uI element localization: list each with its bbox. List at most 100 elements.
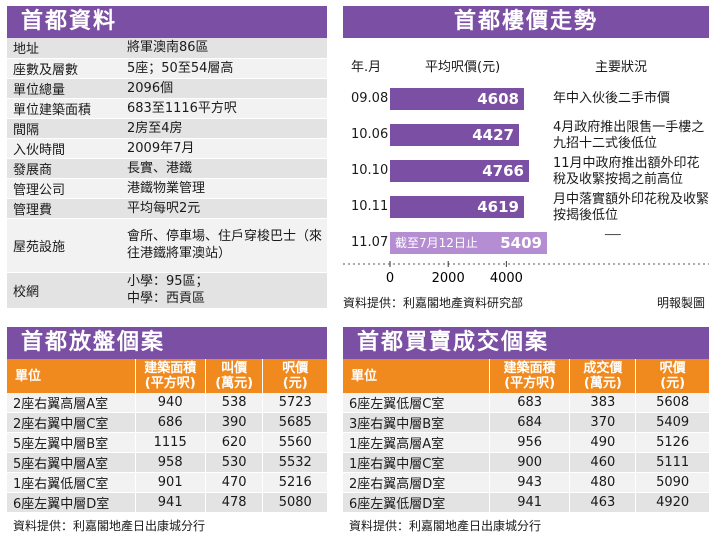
number-cell: 5090 [635,472,709,493]
info-key: 管理公司 [7,178,121,199]
info-value: 683至1116平方呎 [121,98,327,119]
number-cell: 5080 [262,492,327,513]
unit-cell: 6座左翼低層D室 [343,492,490,513]
info-key: 單位建築面積 [7,98,121,119]
price-value-label: 4608 [477,90,519,108]
col-note-header: 主要狀況 [595,60,648,75]
deal_panel-header-row: 單位 建築面積 (平方呎) 成交價 (萬元) 呎價 (元) [343,359,709,393]
info-key: 校網 [7,272,121,309]
info-value: 5座；50至54層高 [121,58,327,79]
listing_panel-header-row: 單位 建築面積 (平方呎) 叫價 (萬元) 呎價 (元) [7,359,327,393]
price-note: 11月中政府推出額外印花稅及收緊按揭之前高位 [553,156,700,187]
number-cell: 490 [569,432,637,453]
number-cell: 943 [489,472,571,493]
number-cell: 5723 [262,393,327,413]
info-row: 單位總量 2096個 [7,78,327,99]
price-note: 4月政府推出限售一手樓之九招十二式後低位 [553,120,705,151]
deal_panel-col-header: 成交價 (萬元) [569,359,637,393]
number-cell: 940 [135,393,206,413]
info-value: 會所、停車場、住戶穿梭巴士（來往港鐵將軍澳站） [121,218,327,273]
info-value: 2096個 [121,78,327,99]
number-cell: 538 [205,393,264,413]
price-row: 10.10 4766 11月中政府推出額外印花稅及收緊按揭之前高位 [343,156,709,187]
number-cell: 684 [489,412,571,433]
number-cell: 5126 [635,432,709,453]
unit-cell: 1座右翼低層C室 [7,472,136,493]
price-value-label: 4619 [477,198,519,216]
number-cell: 900 [489,452,571,473]
info-panel: 首都資料 地址 將軍澳南86區 座數及層數 5座；50至54層高 單位總量 2096個 單位… [7,6,327,309]
axis-tick-label: 2000 [432,271,465,286]
table-row: 2座右翼高層D室 943 480 5090 [343,472,709,493]
listing-panel: 首都放盤個案 單位 建築面積 (平方呎) 叫價 (萬元) 呎價 (元) 2座右翼高層A室… [7,327,327,534]
number-cell: 956 [489,432,571,453]
unit-cell: 2座右翼中層C室 [7,412,136,433]
number-cell: 941 [135,492,206,513]
info-key: 間隔 [7,118,121,139]
price-row: 10.06 4427 4月政府推出限售一手樓之九招十二式後低位 [343,120,709,151]
number-cell: 5685 [262,412,327,433]
info-row: 間隔 2房至4房 [7,118,327,139]
info-row: 屋苑設施 會所、停車場、住戶穿梭巴士（來往港鐵將軍澳站） [7,218,327,273]
info-value: 港鐵物業管理 [121,178,327,199]
table-row: 3座右翼中層B室 684 370 5409 [343,412,709,433]
info-value: 2房至4房 [121,118,327,139]
listing-table: 單位 建築面積 (平方呎) 叫價 (萬元) 呎價 (元) 2座右翼高層A室 940 538 5… [7,359,327,513]
unit-cell: 1座右翼中層C室 [343,452,490,473]
number-cell: 1115 [135,432,206,453]
number-cell: 5216 [262,472,327,493]
deal-table: 單位 建築面積 (平方呎) 成交價 (萬元) 呎價 (元) 6座左翼低層C室 683 383… [343,359,709,513]
info-row: 管理公司 港鐵物業管理 [7,178,327,199]
info-row: 座數及層數 5座；50至54層高 [7,58,327,79]
info-key: 發展商 [7,158,121,179]
axis-tick-label: 4000 [490,271,523,286]
unit-cell: 5座右翼中層A室 [7,452,136,473]
info-value: 平均每呎2元 [121,198,327,219]
info-key: 管理費 [7,198,121,219]
table-row: 1座右翼中層C室 900 460 5111 [343,452,709,473]
x-axis: 0 2000 4000 [343,261,709,286]
deal_panel-col-header: 呎價 (元) [635,359,709,393]
number-cell: 478 [205,492,264,513]
number-cell: 4920 [635,492,709,513]
deal-panel-title: 首都買賣成交個案 [343,327,709,359]
price-bar: 4619 [390,196,524,218]
unit-cell: 5座左翼中層B室 [7,432,136,453]
number-cell: 5409 [635,412,709,433]
info-row: 單位建築面積 683至1116平方呎 [7,98,327,119]
price-value-label: 4766 [482,162,524,180]
table-row: 5座左翼中層B室 1115 620 5560 [7,432,327,453]
price-note: 月中落實額外印花稅及收緊按揭後低位 [553,192,710,223]
number-cell: 958 [135,452,206,473]
number-cell: 683 [489,393,571,413]
price-row: 10.11 4619 月中落實額外印花稅及收緊按揭後低位 [343,192,709,223]
price-bar: 截至7月12日止 5409 [390,232,547,254]
table-row: 1座右翼低層C室 901 470 5216 [7,472,327,493]
info-value: 長實、港鐵 [121,158,327,179]
table-row: 6座左翼低層C室 683 383 5608 [343,393,709,413]
info-value: 將軍澳南86區 [121,38,327,59]
number-cell: 480 [569,472,637,493]
number-cell: 5560 [262,432,327,453]
listing-source: 資料提供：利嘉閣地產日出康城分行 [13,519,206,533]
info-key: 屋苑設施 [7,218,121,273]
unit-cell: 1座左翼高層A室 [343,432,490,453]
number-cell: 383 [569,393,637,413]
number-cell: 460 [569,452,637,473]
deal-source: 資料提供：利嘉閣地產日出康城分行 [349,519,542,533]
unit-cell: 6座左翼中層D室 [7,492,136,513]
table-row: 2座右翼高層A室 940 538 5723 [7,393,327,413]
table-row: 2座右翼中層C室 686 390 5685 [7,412,327,433]
deal-panel: 首都買賣成交個案 單位 建築面積 (平方呎) 成交價 (萬元) 呎價 (元) 6座左翼低… [343,327,709,534]
price-credit: 明報製圖 [656,296,705,310]
info-key: 入伙時間 [7,138,121,159]
number-cell: 390 [205,412,264,433]
price-date: 10.06 [351,127,389,142]
number-cell: 5532 [262,452,327,473]
number-cell: 370 [569,412,637,433]
listing_panel-col-header: 呎價 (元) [262,359,327,393]
price-value-label: 5409 [500,234,542,252]
price-row: 11.07 截至7月12日止 5409 ── [343,228,709,259]
number-cell: 530 [205,452,264,473]
price-value-label: 4427 [472,126,514,144]
